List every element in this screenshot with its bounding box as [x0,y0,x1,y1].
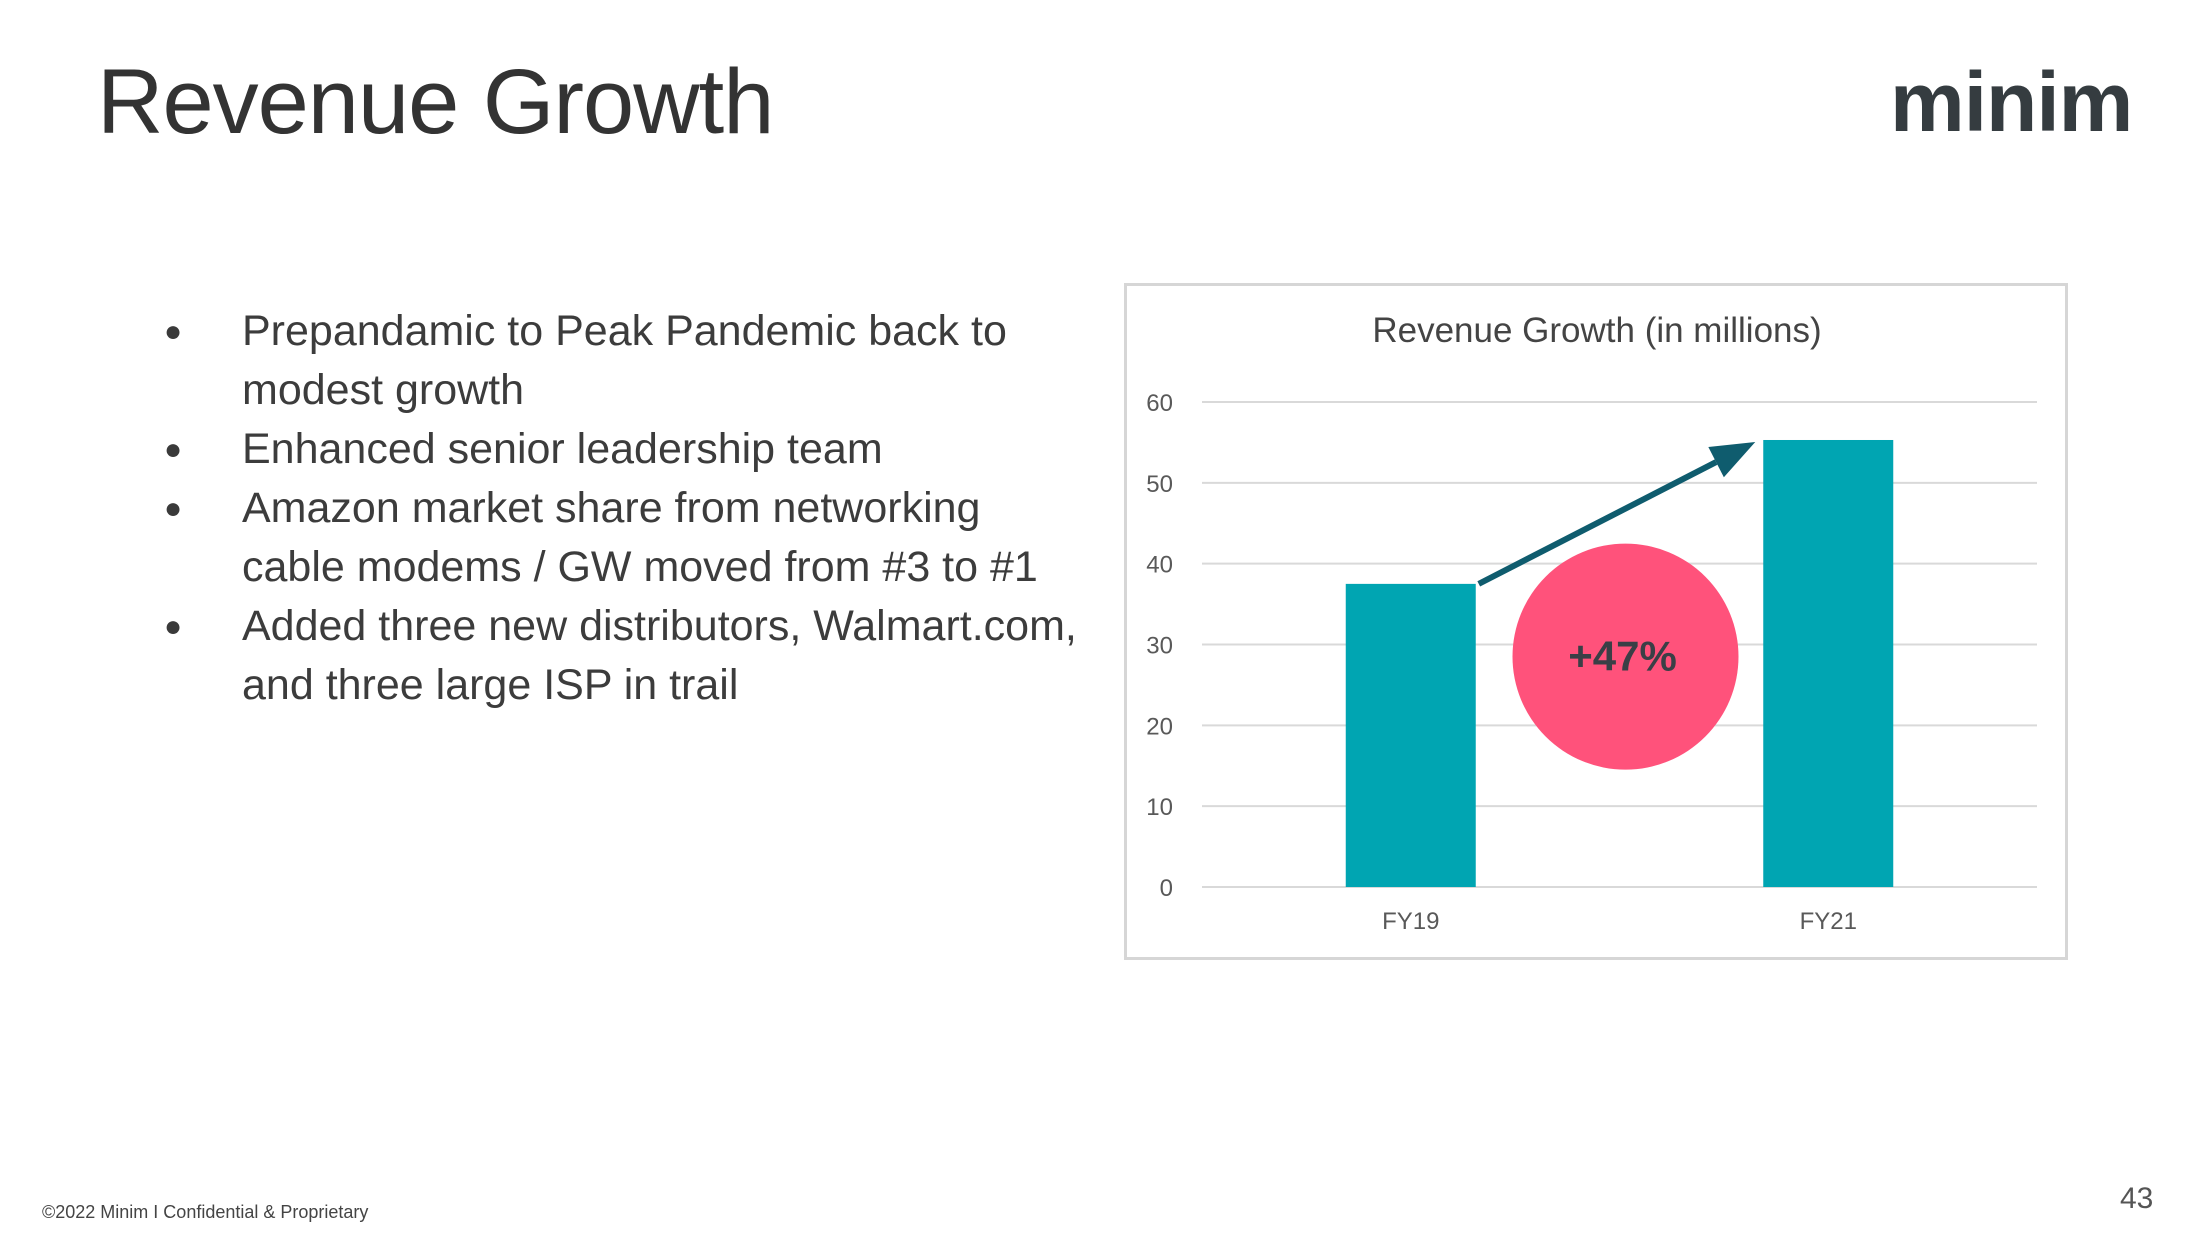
bullet-item: ● Amazon market share from networking ca… [150,479,1080,597]
bullet-text: Amazon market share from networking cabl… [242,484,1038,591]
growth-badge-label: +47% [1568,633,1677,680]
bullet-text: Added three new distributors, Walmart.co… [242,602,1077,709]
y-tick-label: 10 [1146,794,1173,821]
y-tick-label: 0 [1160,875,1173,902]
revenue-chart: Revenue Growth (in millions) 0 10 20 30 40 50… [1124,283,2068,960]
y-tick-label: 40 [1146,552,1173,579]
bar [1763,439,1894,887]
bullet-text: Enhanced senior leadership team [242,425,883,473]
bullet-list: ● Prepandamic to Peak Pandemic back to m… [150,302,1080,715]
footer-copyright: ©2022 Minim I Confidential & Proprietary [42,1202,369,1222]
y-tick-label: 60 [1146,390,1173,417]
x-tick-label: FY19 [1382,908,1439,935]
y-tick-label: 20 [1146,713,1173,740]
bar [1345,583,1476,887]
growth-arrow-line [1477,459,1718,587]
bullet-dot-icon: ● [164,610,183,643]
bullet-item: ● Added three new distributors, Walmart.… [150,597,1080,715]
chart-svg: Revenue Growth (in millions) 0 10 20 30 40 50… [1146,311,2037,935]
growth-arrowhead-icon [1708,441,1756,478]
growth-badge [1512,543,1739,770]
y-tick-label: 50 [1146,471,1173,498]
bullet-dot-icon: ● [164,315,183,348]
slide-title: Revenue Growth [97,51,774,153]
page-number: 43 [2120,1182,2154,1215]
x-tick-label: FY21 [1800,908,1857,935]
bullet-dot-icon: ● [164,492,183,525]
bullet-item: ● Enhanced senior leadership team [150,420,1080,479]
y-tick-label: 30 [1146,633,1173,660]
chart-title: Revenue Growth (in millions) [1372,311,1821,350]
bullet-item: ● Prepandamic to Peak Pandemic back to m… [150,302,1080,420]
minim-logo: minim [1890,55,2133,149]
bullet-dot-icon: ● [164,433,183,466]
bullet-text: Prepandamic to Peak Pandemic back to mod… [242,307,1007,414]
